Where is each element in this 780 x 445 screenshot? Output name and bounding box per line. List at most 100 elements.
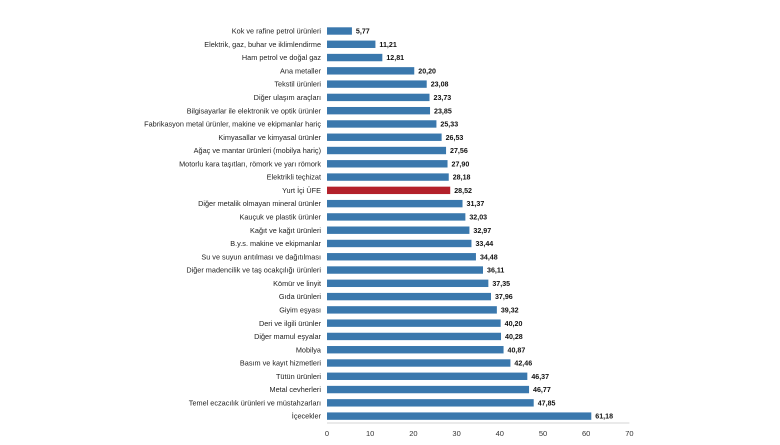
category-label: Diğer mamul eşyalar [254,332,321,341]
value-label: 40,28 [505,333,523,341]
category-label: Diğer ulaşım araçları [254,93,321,102]
category-label: Ağaç ve mantar ürünleri (mobilya hariç) [194,146,321,155]
category-labels-group: Kok ve rafine petrol ürünleri Elektrik, g… [144,27,322,421]
category-label: Temel eczacılık ürünleri ve müstahzarlar… [189,398,321,407]
bar [327,199,463,208]
value-label: 28,52 [454,187,472,195]
x-axis-ticks-group: 0 10 20 30 40 50 60 70 [325,429,634,438]
value-label: 20,20 [418,67,436,75]
category-label: Kok ve rafine petrol ürünleri [232,27,322,36]
category-label: Motorlu kara taşıtları, römork ve yarı r… [179,159,321,168]
category-label: Diğer madencilik ve taş ocakçılığı ürünl… [186,266,321,275]
value-label: 28,18 [453,174,471,182]
bar [327,213,466,221]
value-label: 61,18 [595,413,613,421]
bar [327,292,491,301]
value-label: 46,77 [533,386,551,394]
value-label: 39,32 [501,306,519,314]
value-label: 37,35 [492,280,510,288]
bar [327,279,489,288]
value-label: 37,96 [495,293,513,301]
category-label: Bilgisayarlar ile elektronik ve optik ür… [187,106,322,115]
bar [327,412,592,420]
category-label: Ana metaller [280,66,322,75]
value-label: 23,73 [434,94,452,102]
bar [327,253,476,261]
value-labels-group: 5,77 11,21 12,81 20,20 23,08 23,73 23,85 25,33 2… [356,28,613,421]
bar [327,160,448,168]
category-label: Mobilya [296,345,322,354]
value-label: 46,37 [531,373,549,381]
bar [327,226,470,234]
x-tick-label: 20 [409,429,417,438]
value-label: 23,85 [434,107,452,115]
bar [327,385,530,394]
category-label: İçecekler [292,412,322,421]
bar [327,319,501,327]
bar [327,306,497,314]
bar [327,332,502,341]
bar [327,372,528,380]
x-tick-label: 50 [539,429,547,438]
bar [327,133,442,141]
category-label: Giyim eşyası [279,305,321,314]
x-tick-label: 70 [625,429,633,438]
value-label: 32,03 [469,214,487,222]
bar-highlight [327,186,451,195]
bar [327,93,430,102]
value-label: 27,90 [452,160,470,168]
bar [327,106,431,115]
category-label: Tekstil ürünleri [274,80,321,89]
value-label: 33,44 [475,240,493,248]
value-label: 40,87 [508,346,526,354]
category-label: B.y.s. makine ve ekipmanlar [230,239,321,248]
x-tick-label: 10 [366,429,374,438]
bar [327,146,447,155]
category-label: Tütün ürünleri [276,372,321,381]
value-label: 12,81 [386,54,404,62]
category-label: Basım ve kayıt hizmetleri [240,359,321,368]
bar [327,346,504,354]
category-label: Elektrikli teçhizat [267,173,321,182]
category-label: Deri ve ilgili ürünler [259,319,322,328]
value-label: 32,97 [473,227,491,235]
value-label: 23,08 [431,81,449,89]
value-label: 27,56 [450,147,468,155]
value-label: 5,77 [356,28,370,36]
bar [327,120,437,128]
x-tick-label: 30 [452,429,460,438]
category-label: Kauçuk ve plastik ürünler [239,213,321,222]
bar [327,266,483,274]
value-label: 26,53 [446,134,464,142]
value-label: 42,46 [514,360,532,368]
value-label: 47,85 [538,399,556,407]
bar [327,239,472,248]
value-label: 25,33 [440,121,458,129]
bar [327,173,449,181]
category-label: Kağıt ve kağıt ürünleri [250,226,321,235]
x-tick-label: 0 [325,429,329,438]
category-label: Su ve suyun arıtılması ve dağıtılması [201,252,321,261]
bar [327,80,427,88]
x-tick-label: 60 [582,429,590,438]
category-label: Fabrikasyon metal ürünler, makine ve eki… [144,120,321,129]
bar [327,40,376,48]
category-label: Kömür ve linyit [273,279,321,288]
bar [327,67,415,75]
bar [327,53,383,62]
category-label: Diğer metalik olmayan mineral ürünler [198,199,321,208]
bar [327,359,511,367]
category-label: Yurt İçi ÜFE [282,186,321,195]
category-label: Metal cevherleri [269,385,321,394]
category-label: Ham petrol ve doğal gaz [242,53,321,62]
category-label: Gıda ürünleri [279,292,322,301]
value-label: 31,37 [467,200,485,208]
value-label: 34,48 [480,253,498,261]
x-tick-label: 40 [496,429,504,438]
value-label: 40,20 [505,320,523,328]
category-label: Kimyasallar ve kimyasal ürünler [218,133,321,142]
bars-group [327,27,592,420]
bar [327,27,352,35]
